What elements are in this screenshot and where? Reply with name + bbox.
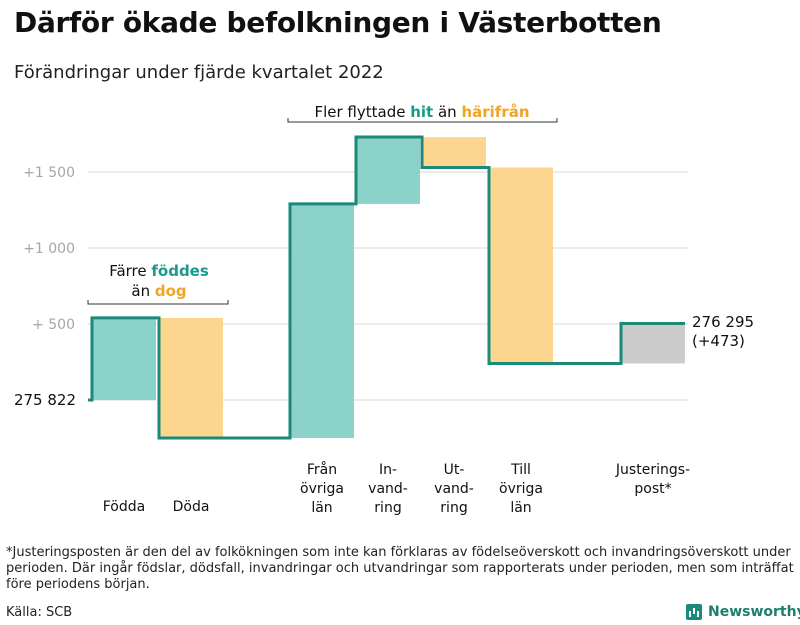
category-label: Till xyxy=(510,462,531,478)
category-label: övriga xyxy=(300,481,344,497)
annotation-migration: Fler flyttade hit än härifrån xyxy=(314,103,529,121)
y-tick-label: + 500 xyxy=(32,317,75,333)
category-label: Döda xyxy=(173,499,210,515)
bar-3 xyxy=(290,203,354,438)
footnote: *Justeringsposten är den del av folkökni… xyxy=(6,545,794,592)
bar-5 xyxy=(422,137,486,168)
category-label: vand- xyxy=(368,481,408,497)
category-label: Justerings- xyxy=(615,462,690,478)
start-value-label: 275 822 xyxy=(14,391,76,409)
bar-4 xyxy=(356,137,420,204)
annotation-births-bracket xyxy=(87,300,229,305)
annotation-births-line2: än dog xyxy=(131,282,186,300)
category-label: län xyxy=(510,500,531,516)
brand-logo: Newsworthy xyxy=(686,604,800,620)
bar-chart-icon xyxy=(686,604,702,620)
annotation-births-line1: Färre föddes xyxy=(109,262,209,280)
source-label: Källa: SCB xyxy=(6,605,73,620)
waterfall-chart: + 500 +1 000 +1 500 275 822 276 295(+473) Föd… xyxy=(14,103,754,516)
chart-subtitle: Förändringar under fjärde kvartalet 2022 xyxy=(14,62,384,83)
bar-1 xyxy=(92,317,156,400)
category-label: Från xyxy=(307,461,337,478)
category-label: ring xyxy=(374,500,401,516)
brand-name: Newsworthy xyxy=(708,604,800,620)
bar-2 xyxy=(159,317,223,438)
y-tick-label: +1 500 xyxy=(23,165,75,181)
bar-6 xyxy=(489,167,553,364)
category-label: övriga xyxy=(499,481,543,497)
running-total-line xyxy=(88,135,685,440)
category-label: post* xyxy=(634,481,671,497)
category-label: län xyxy=(311,500,332,516)
annotation-migration-bracket xyxy=(287,118,558,123)
bar-7 xyxy=(621,323,685,364)
category-label: ring xyxy=(440,500,467,516)
category-label: In- xyxy=(379,462,397,478)
category-label: vand- xyxy=(434,481,474,497)
category-label: Födda xyxy=(103,499,145,515)
category-label: Ut- xyxy=(444,462,465,478)
end-value-label: 276 295 xyxy=(692,313,754,331)
end-change-label: (+473) xyxy=(692,332,745,350)
chart-title: Därför ökade befolkningen i Västerbotten xyxy=(14,6,662,39)
y-tick-label: +1 000 xyxy=(23,241,75,257)
